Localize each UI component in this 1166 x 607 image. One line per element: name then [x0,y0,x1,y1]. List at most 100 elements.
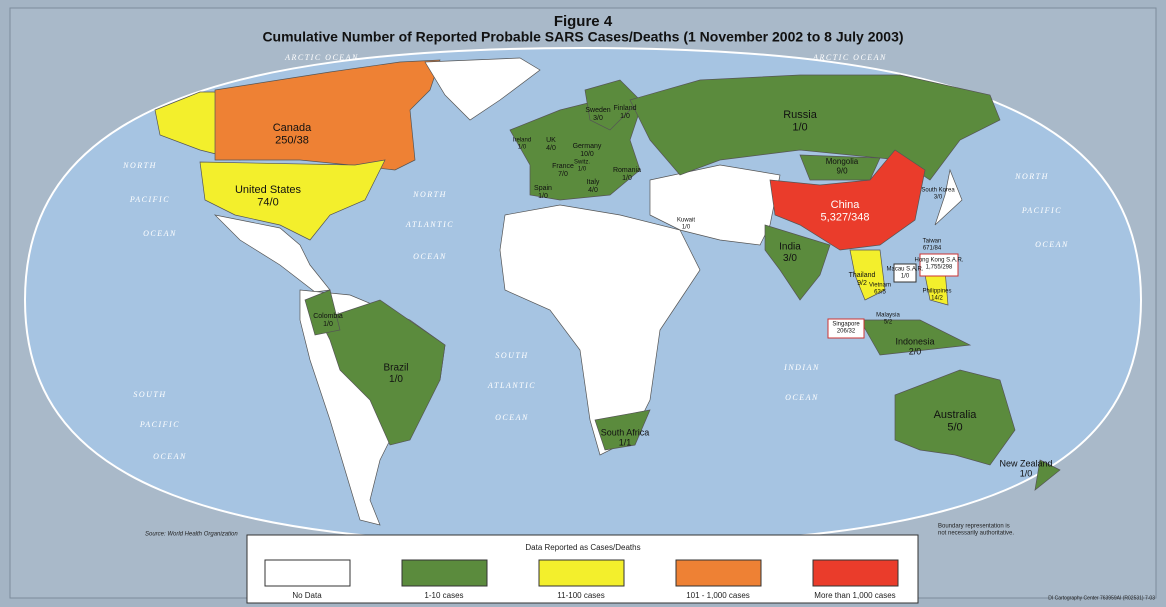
disclaimer: Boundary representation is [938,524,1010,530]
label-box [827,318,865,339]
country-shape [594,409,651,451]
country-value: 14/2 [931,295,943,301]
country-name: Colombia [313,313,343,320]
country-value: 1/0 [682,224,691,230]
legend-swatch [401,559,488,587]
country-name: Italy [587,179,600,186]
ocean-label: NORTH [122,161,157,170]
ocean-label: ATLANTIC [487,381,536,390]
country-value: 4/0 [546,145,556,152]
country-value: 1/0 [1020,469,1033,479]
country-value: 3/0 [934,194,943,200]
legend-title: Data Reported as Cases/Deaths [525,543,640,552]
country-value: 63/5 [874,289,886,295]
country-name: Indonesia [895,336,934,346]
country-name: Sweden [585,107,610,114]
country-shape [764,224,831,301]
country-value: 3/0 [593,115,603,122]
country-value: 10/0 [580,151,594,158]
country-value: 3/0 [783,253,797,264]
ocean-label: ARCTIC OCEAN [812,53,887,62]
legend-label: No Data [292,591,322,600]
country-name: Romania [613,167,641,174]
ocean-label: NORTH [1014,172,1049,181]
country-name: Germany [573,143,602,150]
country-name: Philippines [922,289,951,295]
country-value: 1/0 [901,273,910,279]
country-name: Macau S.A.R. [886,267,923,273]
country-name: Finland [614,105,637,112]
land [154,57,1061,526]
legend-label: 1-10 cases [424,591,463,600]
country-value: 250/38 [275,135,309,147]
country-name: South Africa [601,427,650,437]
ocean-label: OCEAN [495,413,529,422]
country-value: 1/0 [792,122,807,134]
country-name: Spain [534,185,552,192]
country-value: 1/0 [622,175,632,182]
country-value: 1/1 [619,438,632,448]
country-value: 2/0 [909,347,922,357]
country-value: 5/2 [884,319,893,325]
country-value: 671/84 [923,245,942,251]
legend-label: More than 1,000 cases [814,591,895,600]
country-shape [424,57,541,121]
country-name: United States [235,184,302,196]
country-value: 5/0 [947,422,962,434]
country-value: 74/0 [257,197,278,209]
country-name: Malaysia [876,313,900,319]
legend-swatch [812,559,899,587]
country-name: UK [546,137,556,144]
legend-swatch [264,559,351,587]
country-shape [934,168,963,226]
country-value: 7/0 [558,171,568,178]
ocean-label: OCEAN [413,252,447,261]
ocean-label: PACIFIC [1021,206,1062,215]
country-shape [849,249,886,301]
ocean-label: PACIFIC [129,195,170,204]
country-shape [649,164,781,246]
country-value: 1/0 [323,321,333,328]
country-shape [584,79,641,131]
ocean-label: OCEAN [785,393,819,402]
country-shape [319,299,446,446]
country-name: Vietnam [869,283,891,289]
country-value: 9/2 [857,280,867,287]
labels: ARCTIC OCEAN ARCTIC OCEAN NORTH PACIFIC OCEA… [122,53,1067,600]
label-box [919,253,959,277]
ocean-label: SOUTH [133,390,166,399]
country-value: 4/0 [588,187,598,194]
legend-label: 101 - 1,000 cases [686,591,750,600]
country-value: 1/0 [620,113,630,120]
ocean-label: SOUTH [495,351,528,360]
disclaimer: not necessarily authoritative. [938,531,1014,537]
country-shape [304,289,341,336]
country-name: Taiwan [923,239,942,245]
country-value: 9/0 [836,166,848,175]
legend-swatch [675,559,762,587]
country-value: 1/0 [578,166,587,172]
country-shape [214,59,441,171]
ocean-label: ATLANTIC [405,220,454,229]
country-value: 1,755/298 [926,264,953,270]
country-name: Mongolia [826,157,859,166]
country-name: Hong Kong S.A.R. [914,258,963,264]
country-name: Australia [934,409,978,421]
label-box [893,263,917,283]
country-value: 206/32 [837,328,856,334]
country-name: Singapore [832,322,860,328]
ocean-label: OCEAN [153,452,187,461]
country-name: Thailand [849,272,876,279]
country-name: France [552,163,574,170]
country-value: 5,327/348 [821,212,870,224]
country-name: New Zealand [999,458,1052,468]
country-shape [629,74,1001,181]
ocean-label: INDIAN [783,363,820,372]
source: Source: World Health Organization [145,532,238,538]
country-name: Brazil [383,363,408,374]
title: Cumulative Number of Reported Probable S… [262,29,903,45]
country-value: 1/0 [518,144,527,150]
country-shape [859,319,972,356]
ocean-label: PACIFIC [139,420,180,429]
